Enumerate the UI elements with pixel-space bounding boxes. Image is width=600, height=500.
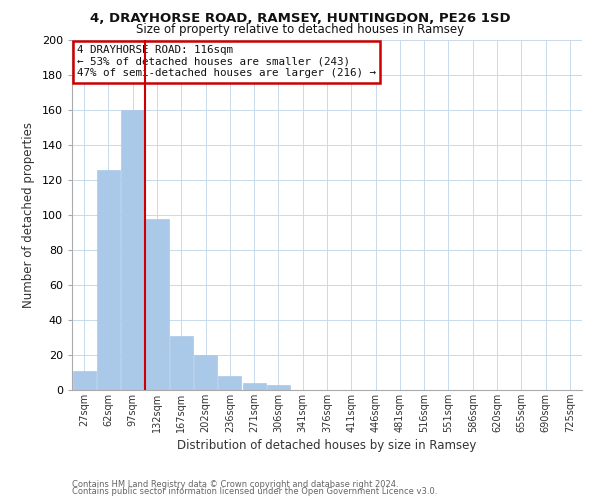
Text: Size of property relative to detached houses in Ramsey: Size of property relative to detached ho… [136, 22, 464, 36]
Bar [267, 385, 290, 390]
Y-axis label: Number of detached properties: Number of detached properties [22, 122, 35, 308]
Bar [194, 355, 217, 390]
Bar [170, 336, 193, 390]
X-axis label: Distribution of detached houses by size in Ramsey: Distribution of detached houses by size … [178, 439, 476, 452]
Bar [145, 218, 169, 390]
Bar [218, 376, 241, 390]
Bar [121, 110, 144, 390]
Text: Contains HM Land Registry data © Crown copyright and database right 2024.: Contains HM Land Registry data © Crown c… [72, 480, 398, 489]
Text: 4 DRAYHORSE ROAD: 116sqm
← 53% of detached houses are smaller (243)
47% of semi-: 4 DRAYHORSE ROAD: 116sqm ← 53% of detach… [77, 46, 376, 78]
Bar [97, 170, 120, 390]
Bar [242, 383, 266, 390]
Text: Contains public sector information licensed under the Open Government Licence v3: Contains public sector information licen… [72, 487, 437, 496]
Bar [73, 371, 95, 390]
Text: 4, DRAYHORSE ROAD, RAMSEY, HUNTINGDON, PE26 1SD: 4, DRAYHORSE ROAD, RAMSEY, HUNTINGDON, P… [89, 12, 511, 24]
